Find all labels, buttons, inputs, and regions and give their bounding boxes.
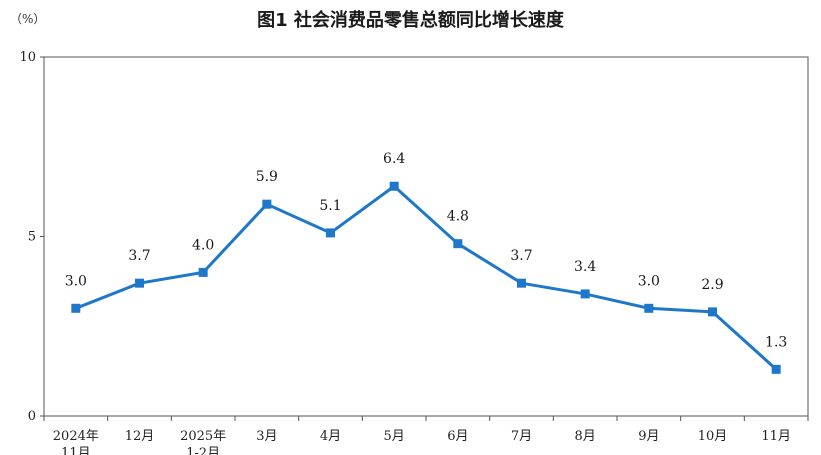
x-tick-label: 2024年 <box>53 429 99 444</box>
data-point-marker <box>517 278 526 288</box>
data-point-marker <box>326 228 335 238</box>
data-label: 1.3 <box>765 334 787 350</box>
data-label: 4.8 <box>447 209 469 225</box>
y-tick-label: 5 <box>28 230 36 245</box>
data-point-marker <box>453 239 463 249</box>
data-label: 3.4 <box>574 259 596 275</box>
x-tick-label: 10月 <box>698 429 728 444</box>
series-line <box>75 184 778 371</box>
data-label: 3.0 <box>638 273 660 289</box>
data-point-marker <box>262 199 272 209</box>
data-label: 6.4 <box>383 151 405 167</box>
data-point-marker <box>708 307 717 317</box>
x-tick-label: 7月 <box>511 429 532 444</box>
x-tick-label: 9月 <box>638 429 659 444</box>
data-label: 5.9 <box>256 169 278 185</box>
data-point-marker <box>71 303 81 313</box>
data-label: 4.0 <box>192 237 214 253</box>
data-label: 3.0 <box>65 273 87 289</box>
data-point-marker <box>389 181 399 191</box>
x-tick-label: 5月 <box>384 429 405 444</box>
x-axis: 2024年 11月 12月 2025年 1-2月 3月 4月 5月 6月 7月 8月 9月 10月 11月 <box>43 416 809 455</box>
y-tick-label: 0 <box>28 409 36 424</box>
data-label: 3.7 <box>128 248 150 264</box>
x-tick-label: 8月 <box>575 429 596 444</box>
data-point-marker <box>198 267 208 277</box>
y-axis-unit-label: （%） <box>10 12 46 26</box>
data-point-marker <box>580 289 590 299</box>
x-tick-label: 1-2月 <box>186 446 220 455</box>
data-point-marker <box>135 278 144 288</box>
y-axis: 0 5 10 <box>19 50 44 424</box>
data-point-marker <box>771 364 781 374</box>
x-tick-label: 4月 <box>320 429 341 444</box>
data-label: 5.1 <box>319 198 341 214</box>
chart-title: 图1 社会消费品零售总额同比增长速度 <box>257 10 564 31</box>
x-tick-label: 2025年 <box>180 429 226 444</box>
x-tick-label: 12月 <box>125 429 155 444</box>
y-tick-label: 10 <box>19 50 36 65</box>
x-tick-label: 3月 <box>256 429 277 444</box>
x-tick-label: 6月 <box>447 429 468 444</box>
x-tick-label: 11月 <box>761 429 791 444</box>
data-point-marker <box>644 303 654 313</box>
data-label: 3.7 <box>510 248 532 264</box>
plot-frame <box>43 56 809 417</box>
data-label: 2.9 <box>701 277 723 293</box>
x-tick-label: 11月 <box>61 446 91 455</box>
series-layer: 3.0 3.7 4.0 5.9 5.1 6.4 4.8 3.7 3.4 3.0 2.9 1.3 <box>65 151 787 374</box>
